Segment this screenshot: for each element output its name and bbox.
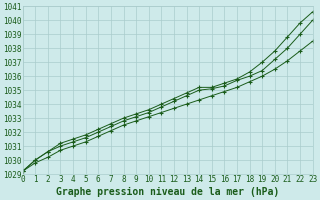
X-axis label: Graphe pression niveau de la mer (hPa): Graphe pression niveau de la mer (hPa) <box>56 187 279 197</box>
